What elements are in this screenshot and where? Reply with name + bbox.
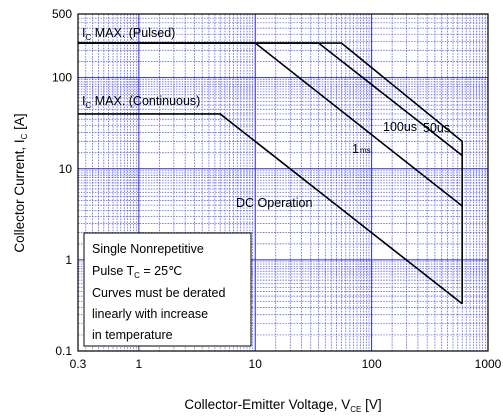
notes-line-5: in temperature bbox=[92, 328, 173, 342]
x-axis-title: Collector-Emitter Voltage, VCE [V] bbox=[184, 397, 381, 414]
series-label-dc: DC Operation bbox=[236, 196, 312, 210]
series-label-1ms: 1ms bbox=[352, 142, 371, 156]
series-label-100us: 100us bbox=[383, 120, 417, 134]
notes-line-1: Single Nonrepetitive bbox=[92, 242, 204, 256]
y-tick-label: 100 bbox=[52, 71, 72, 85]
y-tick-labels: 0.1 1 10 100 500 bbox=[52, 7, 72, 358]
x-tick-label: 1000 bbox=[475, 357, 502, 371]
notes-box-frame bbox=[83, 232, 252, 347]
x-tick-label: 1 bbox=[136, 357, 143, 371]
x-tick-label: 10 bbox=[249, 357, 263, 371]
series-label-50us: 50us bbox=[423, 121, 450, 135]
y-axis-title: Collector Current, IC [A] bbox=[12, 113, 29, 252]
x-tick-labels: 0.3 1 10 100 1000 bbox=[70, 357, 502, 371]
ic-continuous-label: IC MAX. (Continuous) bbox=[82, 94, 200, 110]
notes-line-2: Pulse TC = 25℃ bbox=[92, 264, 182, 280]
curves bbox=[78, 42, 463, 305]
x-tick-label: 100 bbox=[362, 357, 382, 371]
y-tick-label: 10 bbox=[59, 162, 73, 176]
y-tick-label: 0.1 bbox=[55, 344, 72, 358]
plot-frame bbox=[77, 13, 489, 352]
notes-box: Single Nonrepetitive Pulse TC = 25℃ Curv… bbox=[83, 232, 252, 347]
ic-pulsed-label: IC MAX. (Pulsed) bbox=[82, 26, 175, 42]
y-tick-label: 1 bbox=[65, 253, 72, 267]
series-line-50us bbox=[78, 42, 463, 142]
series-line-dc bbox=[78, 113, 463, 305]
notes-line-3: Curves must be derated bbox=[92, 286, 225, 300]
x-tick-label: 0.3 bbox=[70, 357, 87, 371]
notes-line-4: linearly with increase bbox=[92, 307, 208, 321]
y-tick-label: 500 bbox=[52, 7, 72, 21]
